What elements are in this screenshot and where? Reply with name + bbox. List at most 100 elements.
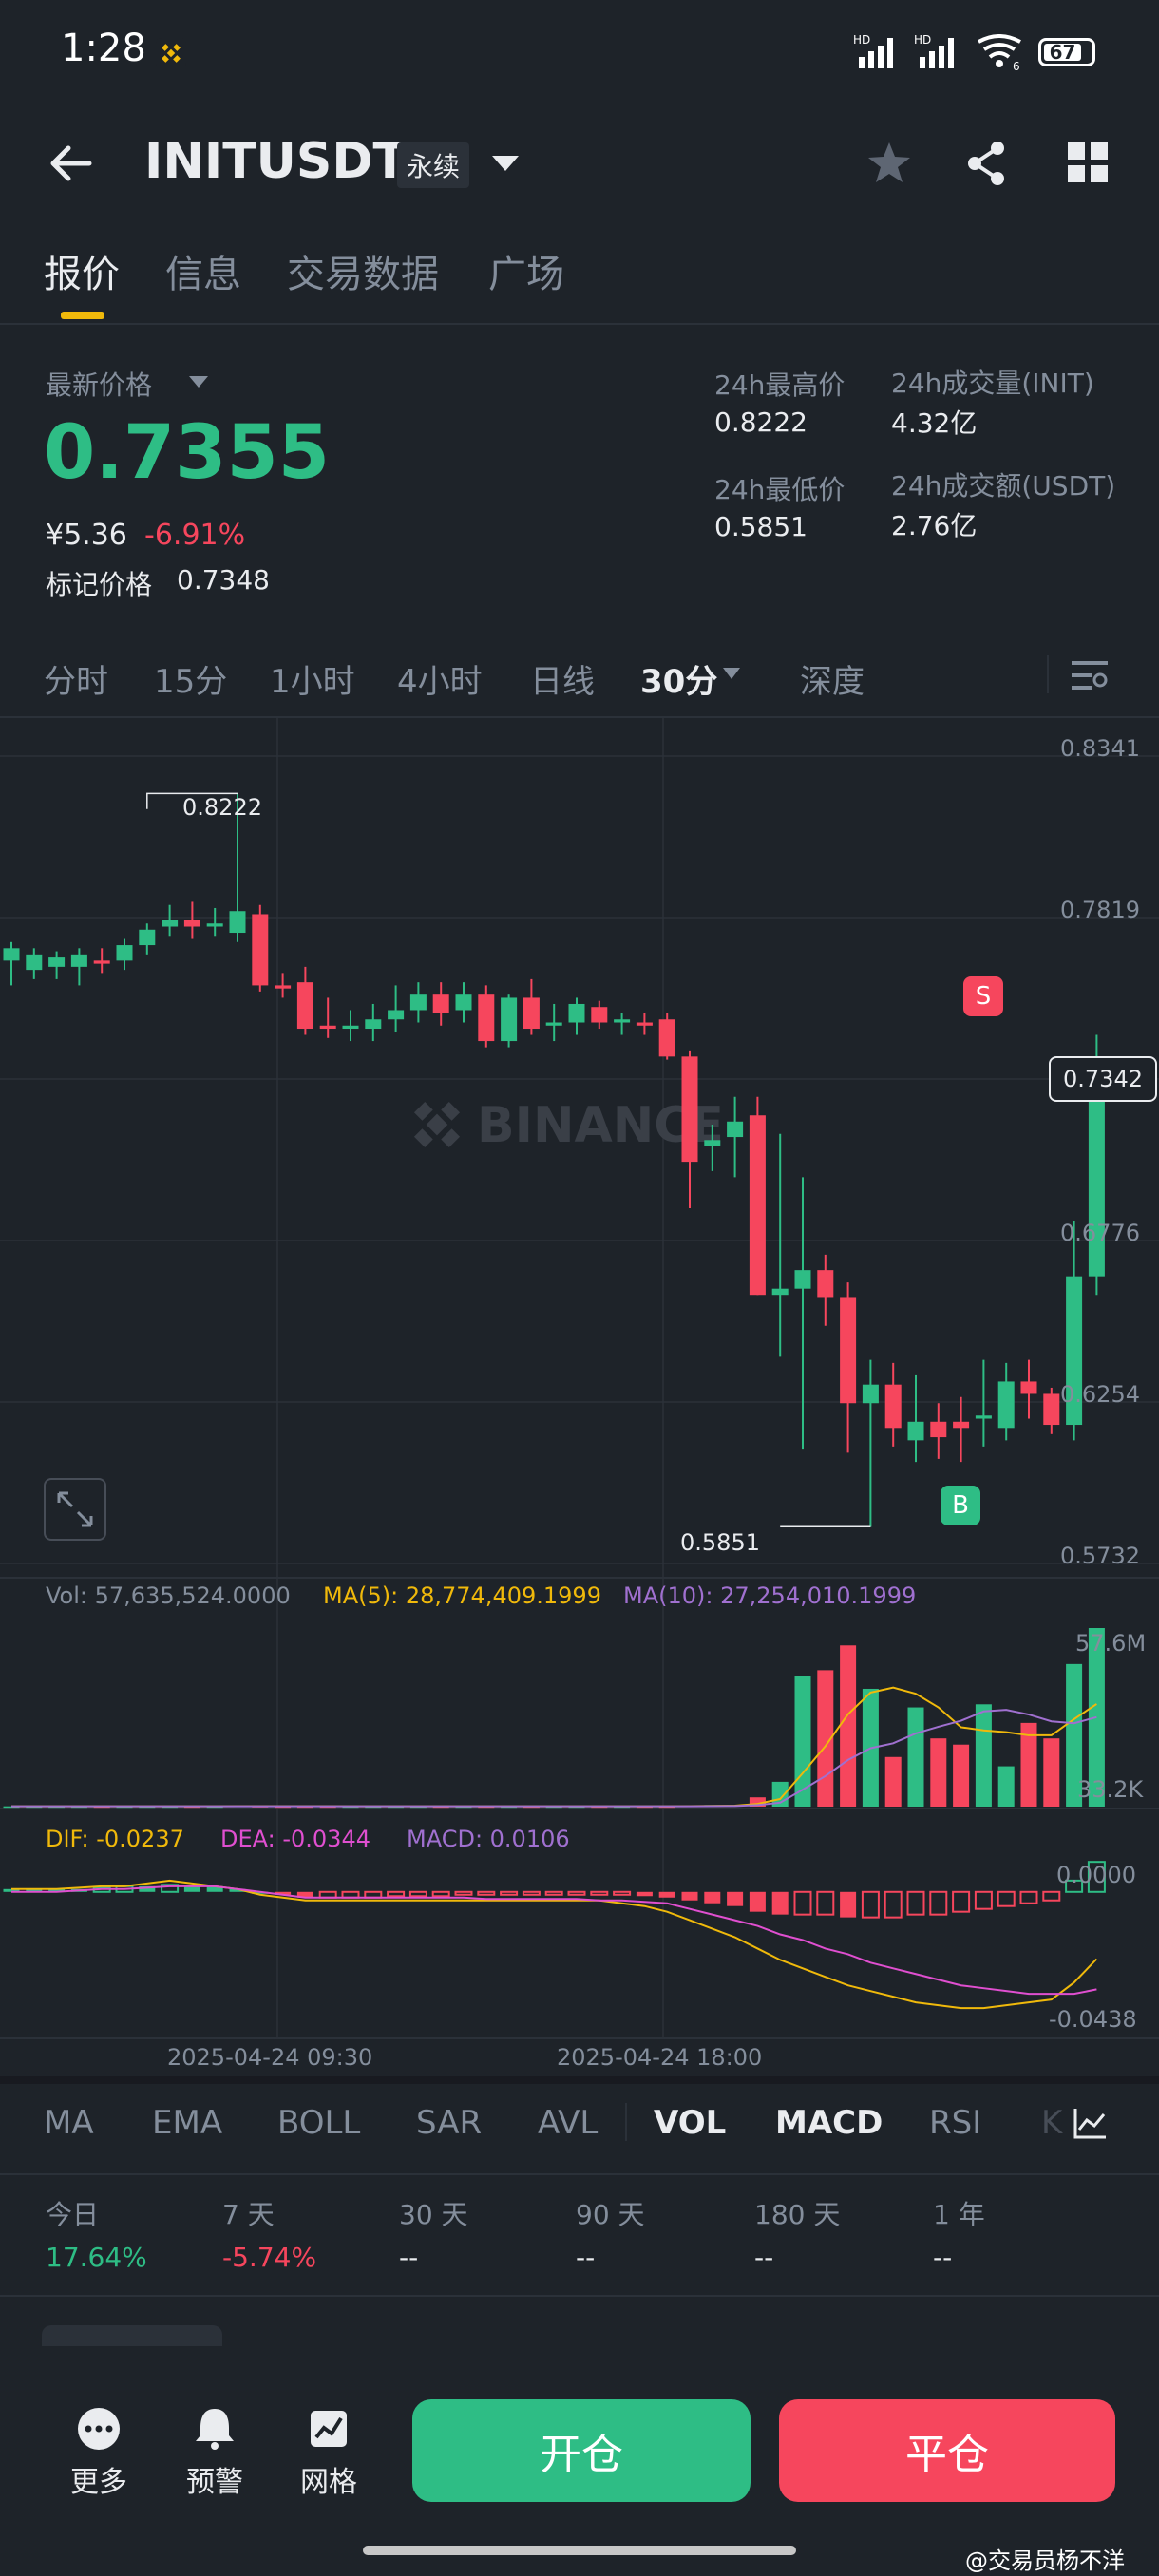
volume-bar bbox=[907, 1707, 924, 1807]
macd-bar bbox=[749, 1891, 766, 1912]
more-button[interactable]: 更多 bbox=[59, 2407, 139, 2500]
candle-body bbox=[614, 1019, 631, 1023]
volume-ma10-label: MA(10): 27,254,010.1999 bbox=[623, 1582, 917, 1609]
candle-body bbox=[930, 1421, 947, 1438]
macd-bar bbox=[431, 1890, 450, 1898]
candle-body bbox=[116, 945, 133, 961]
macd-bar bbox=[477, 1890, 496, 1896]
volume-bar bbox=[884, 1756, 902, 1807]
macd-label: MACD: 0.0106 bbox=[407, 1826, 570, 1852]
dea-line bbox=[11, 1885, 1097, 1996]
tab-info[interactable]: 信息 bbox=[165, 253, 241, 296]
symbol-dropdown-icon[interactable] bbox=[490, 152, 521, 175]
performance-value: -5.74% bbox=[222, 2242, 317, 2273]
price-chart[interactable]: BINANCE 0.8341 0.7819 0.6776 0.6254 0.5732 0… bbox=[0, 718, 1159, 2076]
share-icon[interactable] bbox=[965, 141, 1007, 186]
macd-bar bbox=[816, 1890, 835, 1916]
candle-body bbox=[275, 985, 292, 989]
indicator-sar[interactable]: SAR bbox=[416, 2104, 483, 2142]
grid-button[interactable]: 网格 bbox=[289, 2407, 369, 2500]
y-axis-tick: 0.6254 bbox=[1060, 1381, 1140, 1408]
macd-bar bbox=[1042, 1890, 1061, 1902]
interval-depth[interactable]: 深度 bbox=[800, 663, 864, 701]
status-time: 1:28 bbox=[61, 27, 146, 70]
candle-body bbox=[568, 1003, 585, 1023]
alert-button[interactable]: 预警 bbox=[175, 2407, 255, 2500]
divider bbox=[0, 2076, 1159, 2084]
volume-bar bbox=[840, 1645, 857, 1807]
buy-marker: B bbox=[940, 1486, 980, 1525]
indicator-avl[interactable]: AVL bbox=[538, 2104, 598, 2142]
candle-body bbox=[342, 1025, 359, 1030]
candle-body bbox=[727, 1121, 744, 1138]
indicator-boll[interactable]: BOLL bbox=[277, 2104, 361, 2142]
interval-15m[interactable]: 15分 bbox=[154, 663, 228, 701]
x-axis-label-1: 2025-04-24 09:30 bbox=[167, 2044, 373, 2071]
volume-bar bbox=[953, 1744, 970, 1807]
macd-bar bbox=[771, 1891, 788, 1915]
indicator-macd[interactable]: MACD bbox=[775, 2104, 884, 2142]
macd-bar bbox=[48, 1888, 66, 1892]
open-position-button[interactable]: 开仓 bbox=[412, 2399, 750, 2502]
indicator-settings-icon[interactable] bbox=[1074, 2107, 1108, 2139]
favorite-star-icon[interactable] bbox=[866, 141, 912, 184]
performance-label: 7 天 bbox=[222, 2199, 275, 2230]
volume-bar bbox=[749, 1797, 766, 1807]
back-arrow-icon[interactable] bbox=[48, 142, 93, 184]
interval-30m[interactable]: 30分 bbox=[640, 663, 718, 701]
candle-body bbox=[975, 1415, 992, 1419]
indicator-k[interactable]: K bbox=[1041, 2104, 1063, 2142]
low-value: 0.5851 bbox=[714, 511, 808, 542]
candle-body bbox=[704, 1140, 721, 1146]
chart-settings-icon[interactable] bbox=[1072, 659, 1108, 691]
fullscreen-button[interactable] bbox=[44, 1478, 106, 1541]
symbol-title[interactable]: INITUSDT bbox=[144, 133, 407, 190]
volume-bar bbox=[930, 1738, 947, 1807]
candle-body bbox=[93, 960, 110, 964]
candle-body bbox=[478, 994, 495, 1042]
macd-bar bbox=[658, 1891, 675, 1898]
macd-bar bbox=[567, 1890, 586, 1896]
indicator-vol[interactable]: VOL bbox=[654, 2104, 727, 2142]
performance-value: 17.64% bbox=[46, 2242, 147, 2273]
interval-1h[interactable]: 1小时 bbox=[270, 663, 355, 701]
tab-quote[interactable]: 报价 bbox=[44, 253, 120, 296]
grid-menu-icon[interactable] bbox=[1068, 142, 1108, 182]
candle-body bbox=[296, 982, 314, 1030]
svg-text:HD: HD bbox=[853, 33, 870, 47]
dea-label: DEA: -0.0344 bbox=[220, 1826, 370, 1852]
volume-bar bbox=[794, 1676, 811, 1807]
interval-4h[interactable]: 4小时 bbox=[397, 663, 483, 701]
divider bbox=[0, 323, 1159, 325]
last-price-dropdown-icon[interactable] bbox=[188, 374, 209, 389]
macd-bar bbox=[704, 1891, 721, 1904]
interval-dropdown-icon[interactable] bbox=[722, 667, 741, 680]
indicator-ma[interactable]: MA bbox=[44, 2104, 94, 2142]
interval-time[interactable]: 分时 bbox=[44, 663, 108, 701]
macd-bar bbox=[793, 1890, 812, 1916]
divider bbox=[0, 716, 1159, 718]
performance-value: -- bbox=[576, 2242, 596, 2273]
indicator-rsi[interactable]: RSI bbox=[929, 2104, 982, 2142]
interval-1d[interactable]: 日线 bbox=[530, 663, 595, 701]
candle-body bbox=[998, 1381, 1015, 1429]
close-position-button[interactable]: 平仓 bbox=[779, 2399, 1115, 2502]
y-axis-tick: 0.7819 bbox=[1060, 897, 1140, 923]
tab-square[interactable]: 广场 bbox=[488, 253, 564, 296]
indicator-ema[interactable]: EMA bbox=[152, 2104, 223, 2142]
candle-body bbox=[771, 1288, 788, 1296]
candle-body bbox=[183, 919, 200, 927]
dif-line bbox=[11, 1879, 1098, 2010]
performance-label: 今日 bbox=[46, 2199, 100, 2230]
macd-bar bbox=[454, 1890, 473, 1896]
tab-trading-data[interactable]: 交易数据 bbox=[287, 253, 439, 296]
macd-bar bbox=[840, 1891, 857, 1918]
candle-body bbox=[455, 994, 472, 1011]
high-marker-label: 0.8222 bbox=[182, 794, 262, 821]
y-axis-tick: 0.6776 bbox=[1060, 1220, 1140, 1246]
candlestick-chart[interactable]: BINANCE 0.8341 0.7819 0.6776 0.6254 0.5732 bbox=[0, 718, 1159, 2076]
candle-body bbox=[432, 994, 449, 1013]
macd-bar bbox=[681, 1891, 698, 1901]
candle-body bbox=[162, 919, 179, 927]
battery-icon: 67 bbox=[1038, 38, 1095, 66]
